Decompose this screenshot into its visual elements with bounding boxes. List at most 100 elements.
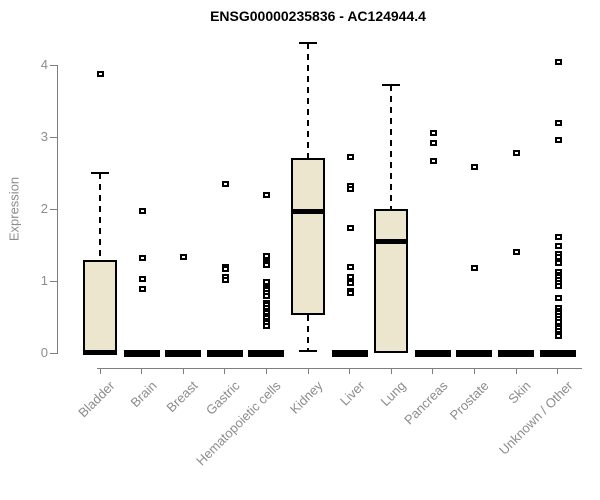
x-axis-tick [515, 368, 517, 374]
outlier-point [138, 275, 146, 282]
outlier-point [263, 278, 271, 285]
outlier-point [263, 262, 271, 269]
x-category-label: Breast [163, 378, 201, 416]
flat-box-bar [206, 350, 243, 357]
outlier-point [554, 283, 562, 290]
median-line [83, 349, 117, 355]
outlier-point [471, 265, 479, 272]
outlier-point [263, 293, 271, 300]
x-axis-tick [349, 368, 351, 374]
outlier-point [554, 260, 562, 266]
flat-box-bar [539, 350, 576, 357]
x-axis-tick [390, 368, 392, 374]
x-axis-line [97, 368, 582, 369]
outlier-point [513, 149, 520, 156]
outlier-point [346, 185, 354, 192]
outlier-point [97, 71, 104, 78]
outlier-point [554, 120, 562, 127]
upper-whisker [99, 173, 101, 261]
flat-box-bar [248, 350, 285, 357]
outlier-point [138, 254, 146, 261]
outlier-point [429, 129, 437, 136]
outlier-point [221, 180, 229, 187]
x-axis-tick [265, 368, 267, 374]
x-axis-tick [224, 368, 226, 374]
outlier-point [138, 285, 146, 292]
flat-box-bar [498, 350, 534, 357]
median-line [291, 209, 325, 215]
flat-box-bar [331, 350, 368, 357]
x-category-label: Brain [127, 378, 160, 411]
flat-box-bar [165, 350, 202, 357]
outlier-point [346, 280, 354, 287]
outlier-point [346, 225, 354, 232]
x-axis-tick [432, 368, 434, 374]
outlier-point [346, 263, 354, 270]
x-axis-tick [307, 368, 309, 374]
x-category-label: Pancreas [400, 378, 451, 428]
outlier-point [346, 154, 354, 161]
x-axis-tick [141, 368, 143, 374]
outlier-point [221, 276, 229, 283]
outlier-point [554, 242, 562, 249]
x-category-label: Kidney [286, 378, 326, 417]
outlier-point [138, 208, 146, 215]
x-axis-tick [557, 368, 559, 374]
y-tick-label: 3 [40, 129, 48, 144]
y-axis-label: Expression [6, 176, 22, 242]
box-iqr [291, 157, 325, 315]
y-axis-line [57, 65, 58, 354]
x-category-label: Liver [336, 378, 368, 409]
x-axis-tick [99, 368, 101, 374]
outlier-point [554, 295, 562, 302]
lower-whisker [307, 314, 309, 351]
y-tick-label: 0 [40, 345, 48, 360]
y-tick-label: 2 [40, 201, 48, 216]
upper-whisker-cap [299, 41, 317, 44]
outlier-point [554, 319, 562, 326]
y-axis-tick [50, 352, 57, 354]
outlier-point [554, 59, 562, 66]
flat-box-bar [123, 350, 160, 357]
outlier-point [263, 252, 271, 259]
x-category-label: Lung [377, 378, 409, 410]
box-iqr [374, 209, 409, 353]
upper-whisker-cap [382, 84, 401, 87]
x-axis-tick [473, 368, 475, 374]
x-category-label: Gastric [202, 378, 243, 418]
outlier-point [263, 322, 271, 329]
flat-box-bar [414, 350, 451, 357]
x-category-label: Bladder [75, 378, 118, 421]
y-axis-tick [50, 136, 57, 138]
median-line [374, 239, 409, 245]
x-category-label: Unknown / Other [495, 378, 576, 458]
outlier-point [429, 157, 437, 164]
upper-whisker [307, 42, 309, 158]
outlier-point [221, 266, 229, 273]
outlier-point [263, 192, 271, 199]
outlier-point [471, 164, 479, 171]
y-axis-tick [50, 64, 57, 66]
outlier-point [513, 249, 520, 256]
outlier-point [180, 254, 188, 261]
flat-box-bar [456, 350, 493, 357]
outlier-point [346, 274, 354, 281]
outlier-point [429, 139, 437, 146]
x-axis-tick [182, 368, 184, 374]
outlier-point [554, 253, 562, 260]
outlier-point [346, 290, 354, 297]
y-tick-label: 1 [40, 273, 48, 288]
outlier-point [554, 136, 562, 143]
y-axis-tick [50, 280, 57, 282]
lower-whisker-cap [299, 349, 317, 352]
chart-title: ENSG00000235836 - AC124944.4 [210, 8, 426, 24]
box-iqr [83, 260, 117, 353]
y-tick-label: 4 [40, 57, 48, 72]
y-axis-tick [50, 208, 57, 210]
outlier-point [554, 234, 562, 241]
x-category-label: Prostate [447, 378, 492, 423]
upper-whisker-cap [91, 172, 109, 174]
x-category-label: Skin [505, 378, 534, 407]
upper-whisker [390, 85, 393, 209]
